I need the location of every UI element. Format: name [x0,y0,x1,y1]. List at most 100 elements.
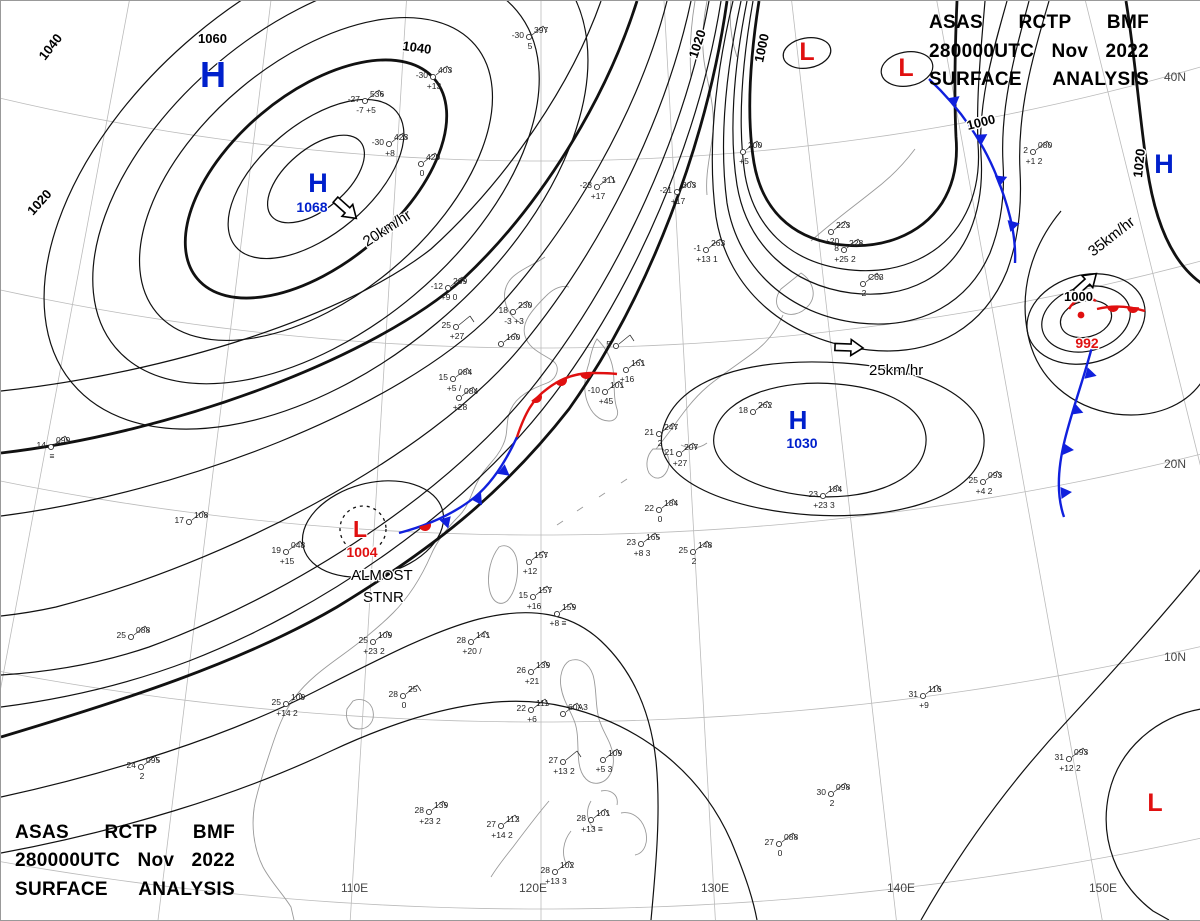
station-plot: 28 141 +20 / [457,630,491,656]
station-temp: 5 [606,339,611,349]
station-temp: 22 [645,503,655,513]
station-pressure: 102 [560,860,574,870]
station-temp: 26 [517,665,527,675]
station-extra: 2 [692,556,697,566]
station-temp: 25 [969,475,979,485]
station-pressure: 080 [1038,140,1052,150]
wind-barb [53,435,70,446]
longitude-label: 110E [341,881,368,895]
wind-barb [681,442,698,453]
cold-front-pip [1062,443,1074,455]
wind-barb [515,300,532,311]
station-pressure: 101 [596,808,610,818]
isobar-label: 1040 [402,38,433,57]
station-pressure: 111 [536,698,549,708]
isobar-line [1,1,668,517]
station-plot: 25+27 [442,315,475,341]
station-pressure: 230 [518,300,532,310]
chart-type-word2: ANALYSIS [138,878,235,900]
cold-front [1057,342,1095,518]
station-plot: 17 108 [175,510,208,526]
station-plot: 157 +12 [523,550,549,576]
title-block-top: ASAS RCTP BMF 280000UTC Nov 2022 SURFACE… [929,9,1149,95]
wind-barb [435,65,452,76]
wind-barb [557,860,574,871]
station-temp: 28 [415,805,425,815]
longitude-line [936,1,1103,920]
station-extra: +8 3 [634,548,651,558]
coastline [490,800,550,878]
wind-barb [985,470,1002,481]
warm-front-pip [580,372,592,379]
pressure-center-value: 992 [1075,335,1099,351]
station-temp: -27 [348,94,361,104]
station-extra: +8 ≡ [549,618,566,628]
station-temp: 15 [439,372,449,382]
station-circle [467,638,475,646]
station-extra: +21 [525,676,540,686]
station-extra: +15 [280,556,295,566]
station-circle [559,758,567,766]
station-circle [185,518,193,526]
isobar-label: 1000 [965,111,997,133]
isobar-ring [782,37,832,69]
isobar-label: 1060 [198,31,227,46]
station-circle [979,478,987,486]
cold-front-pip [1070,403,1084,415]
station-pressure: 429 [426,152,440,162]
warm-front-pip [1107,305,1119,313]
station-pressure: 223 [836,220,850,230]
latitude-line [1,837,1200,910]
station-pressure: 403 [438,65,452,75]
station-temp: 21 [645,427,655,437]
wind-barb [565,702,582,713]
station-plot: 26 139 +21 [517,660,551,686]
station-circle [529,593,537,601]
wind-barb [679,180,696,191]
movement-arrow [1072,272,1098,297]
movement-arrow [834,337,865,357]
station-extra: ≡ [50,451,55,461]
wind-barb [1071,747,1088,758]
wind-barb [531,550,548,561]
station-extra: 2 [658,438,663,448]
station-pressure: 084 [464,386,478,396]
valid-time-line: 280000UTC Nov 2022 [929,38,1149,67]
station-pressure: 048 [291,540,305,550]
coastline [584,338,619,422]
station-extra: 5 [528,41,533,51]
station-extra: +14 2 [276,708,298,718]
station-circle [859,280,867,288]
station-temp: -12 [431,281,444,291]
station-extra: +8 [385,148,395,158]
station-pressure: 311 [602,175,616,185]
station-circle [497,822,505,830]
station-circle [612,342,620,350]
station-plot: 25 093 +4 2 [969,470,1003,496]
cold-front-pip [994,175,1008,187]
wind-barb [458,315,475,326]
chart-type-word1: SURFACE [15,878,108,900]
station-plot: 2 080 +1 2 [1023,140,1052,166]
wind-barb [607,380,624,391]
longitude-label: 140E [887,881,915,895]
station-plot: 23 184 +23 3 [809,484,843,510]
isobar-label: 1020 [24,186,54,218]
station-circle [775,840,783,848]
low-center-symbol: L [799,38,814,66]
station-plot: 14 099≡ [37,435,71,461]
isobar-line [1,612,659,920]
station-circle [1065,755,1073,763]
product-id-line: ASAS RCTP BMF [15,819,235,848]
valid-year: 2022 [1105,40,1149,62]
station-extra: +9 [919,700,929,710]
wind-barb [503,814,520,825]
longitude-line [1085,1,1200,466]
station-extra: +13 3 [545,876,567,886]
station-temp: 18 [499,305,509,315]
wind-barb [455,367,472,378]
valid-time: 280000UTC [15,850,121,871]
station-pressure: 141 [476,630,490,640]
